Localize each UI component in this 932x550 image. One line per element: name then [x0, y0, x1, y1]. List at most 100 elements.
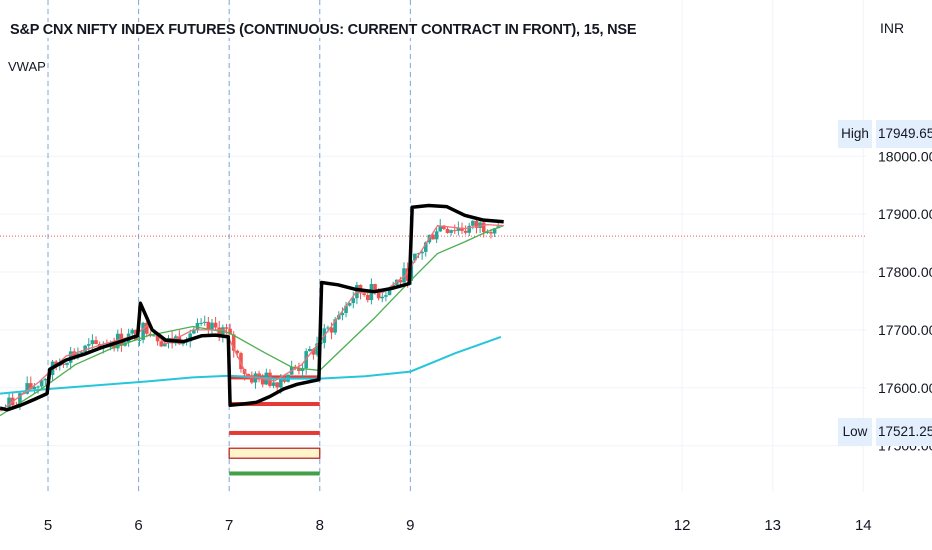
candle-body[interactable] — [18, 393, 22, 407]
candle-body[interactable] — [471, 220, 475, 226]
candles[interactable] — [0, 218, 501, 412]
candle-body[interactable] — [431, 234, 435, 240]
candle-body[interactable] — [463, 230, 468, 233]
candle-body[interactable] — [271, 382, 276, 386]
candle-body[interactable] — [86, 344, 91, 346]
candle-body[interactable] — [275, 382, 279, 388]
candle-body[interactable] — [456, 227, 461, 231]
candle-body[interactable] — [351, 298, 356, 304]
candle-body[interactable] — [152, 335, 156, 337]
candle-body[interactable] — [362, 293, 366, 296]
candle-body[interactable] — [163, 343, 167, 347]
candle-body[interactable] — [257, 373, 261, 377]
candle-body[interactable] — [376, 291, 381, 299]
candle-body[interactable] — [36, 386, 40, 388]
candle-body[interactable] — [188, 333, 193, 342]
candle-body[interactable] — [344, 305, 348, 314]
candle-body[interactable] — [112, 344, 116, 349]
candle-body[interactable] — [239, 353, 243, 370]
candle-body[interactable] — [213, 322, 218, 328]
candle-body[interactable] — [380, 296, 385, 299]
candle-body[interactable] — [181, 342, 185, 345]
candle-body[interactable] — [97, 343, 102, 349]
candle-body[interactable] — [315, 343, 319, 355]
candle-body[interactable] — [228, 328, 232, 335]
candle-body[interactable] — [7, 397, 11, 408]
candle-body[interactable] — [300, 368, 305, 371]
candle-body[interactable] — [329, 327, 334, 333]
candle-body[interactable] — [199, 322, 203, 324]
candle-body[interactable] — [423, 242, 428, 252]
candle-body[interactable] — [467, 225, 472, 233]
candle-body[interactable] — [192, 329, 196, 334]
candle-body[interactable] — [202, 321, 207, 323]
candle-body[interactable] — [65, 362, 69, 365]
candle-body[interactable] — [79, 352, 84, 354]
indicator-label-vwap[interactable]: VWAP — [8, 59, 46, 74]
candle-body[interactable] — [155, 335, 160, 342]
candle-body[interactable] — [445, 228, 450, 233]
candle-body[interactable] — [355, 284, 359, 299]
candle-body[interactable] — [387, 287, 392, 296]
candle-body[interactable] — [39, 380, 44, 387]
candle-body[interactable] — [434, 231, 439, 240]
candle-body[interactable] — [61, 363, 66, 365]
candle-body[interactable] — [402, 268, 406, 283]
candle-body[interactable] — [489, 232, 493, 234]
candle-body[interactable] — [83, 345, 87, 353]
candle-body[interactable] — [217, 327, 222, 338]
candle-body[interactable] — [449, 230, 453, 233]
candle-body[interactable] — [144, 322, 149, 334]
candle-body[interactable] — [246, 373, 251, 377]
candle-body[interactable] — [485, 232, 490, 234]
candle-body[interactable] — [210, 322, 214, 330]
candle-body[interactable] — [231, 334, 236, 351]
candle-body[interactable] — [308, 348, 312, 352]
candle-body[interactable] — [43, 378, 48, 381]
candle-body[interactable] — [235, 350, 240, 354]
candle-body[interactable] — [442, 225, 446, 229]
candle-body[interactable] — [481, 222, 486, 233]
candle-body[interactable] — [460, 227, 464, 231]
candle-body[interactable] — [398, 279, 403, 283]
candle-body[interactable] — [260, 376, 265, 385]
candle-body[interactable] — [384, 295, 388, 297]
candle-body[interactable] — [293, 366, 298, 368]
candle-body[interactable] — [130, 329, 135, 334]
candle-body[interactable] — [159, 341, 164, 347]
candle-body[interactable] — [137, 339, 142, 341]
candle-body[interactable] — [413, 253, 417, 261]
candle-body[interactable] — [297, 367, 301, 371]
candle-body[interactable] — [405, 268, 410, 281]
candle-body[interactable] — [250, 376, 254, 383]
time-axis[interactable]: 5 6 7 8 9 12 13 14 — [44, 517, 872, 534]
candle-body[interactable] — [32, 386, 37, 390]
candle-body[interactable] — [25, 383, 29, 394]
candle-body[interactable] — [452, 230, 457, 232]
candle-body[interactable] — [474, 220, 479, 228]
candle-body[interactable] — [94, 340, 98, 344]
candle-body[interactable] — [28, 383, 33, 390]
candle-body[interactable] — [492, 228, 497, 234]
candle-body[interactable] — [311, 348, 316, 355]
candle-body[interactable] — [373, 284, 377, 292]
candle-body[interactable] — [195, 323, 200, 330]
candle-body[interactable] — [206, 321, 211, 330]
candle-body[interactable] — [420, 251, 424, 254]
candle-body[interactable] — [438, 225, 443, 232]
candle-body[interactable] — [347, 303, 352, 306]
candle-body[interactable] — [90, 340, 95, 345]
candle-body[interactable] — [141, 322, 145, 340]
candle-body[interactable] — [279, 377, 283, 388]
candle-body[interactable] — [326, 327, 330, 329]
price-axis[interactable]: 18000.00 17900.00 17800.00 17700.00 17600.00… — [878, 148, 932, 453]
candle-body[interactable] — [282, 377, 287, 382]
candle-body[interactable] — [224, 327, 229, 329]
candle-body[interactable] — [365, 295, 370, 301]
candle-body[interactable] — [333, 319, 337, 333]
candle-body[interactable] — [416, 253, 421, 255]
candle-body[interactable] — [336, 315, 341, 320]
candle-body[interactable] — [340, 313, 345, 316]
currency-label[interactable]: INR — [880, 20, 905, 36]
